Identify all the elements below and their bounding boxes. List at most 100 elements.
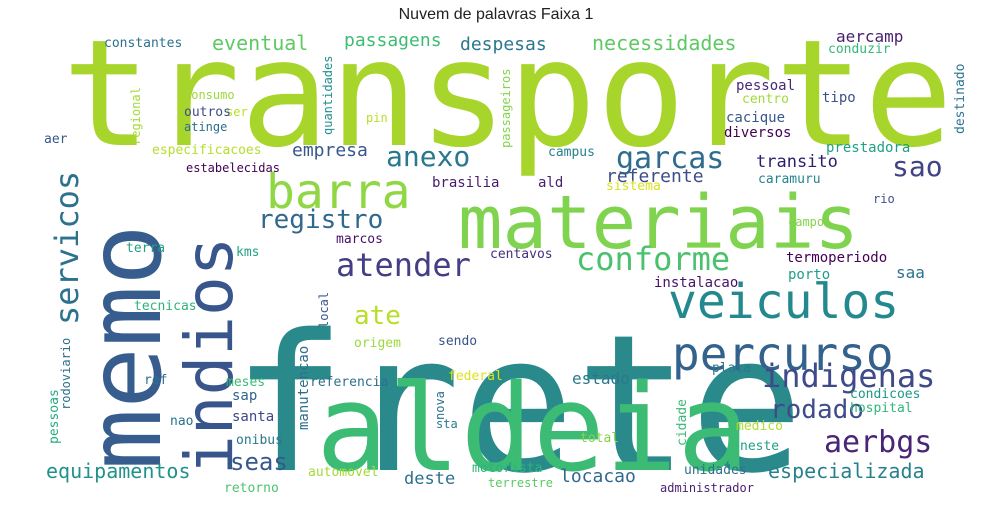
- word-cacique: cacique: [726, 110, 785, 126]
- word-estado: estado: [572, 369, 630, 388]
- word-empresa: empresa: [292, 140, 368, 161]
- word-rodado: rodado: [770, 395, 864, 425]
- word-neste: neste: [740, 439, 779, 454]
- word-unidades: unidades: [684, 463, 747, 478]
- word-manutencao: manutencao: [296, 346, 312, 430]
- word-termoperiodo: termoperiodo: [786, 250, 887, 266]
- word-porto: porto: [788, 267, 830, 283]
- word-consumo: consumo: [184, 88, 235, 102]
- word-terra: terra: [126, 241, 165, 256]
- word-sta: sta: [436, 417, 458, 431]
- word-pin: pin: [366, 111, 388, 125]
- word-campo: campo: [788, 215, 824, 229]
- word-retorno: retorno: [224, 481, 279, 496]
- word-veiculos: veiculos: [668, 274, 899, 330]
- word-sendo: sendo: [438, 334, 477, 349]
- word-centro: centro: [742, 92, 789, 107]
- word-servicos: servicos: [48, 171, 86, 325]
- word-deste: deste: [404, 469, 455, 489]
- word-federal: federal: [448, 369, 503, 384]
- chart-title: Nuvem de palavras Faixa 1: [398, 6, 594, 23]
- word-especializada: especializada: [768, 459, 925, 483]
- word-outros: outros: [184, 105, 231, 120]
- word-indigenas: indigenas: [762, 357, 935, 395]
- word-transporte: transporte: [62, 8, 953, 180]
- word-tecnicas: tecnicas: [134, 299, 197, 314]
- word-saa: saa: [896, 263, 925, 282]
- word-total: total: [580, 431, 619, 446]
- word-constantes: constantes: [104, 36, 182, 51]
- word-hospital: hospital: [850, 401, 913, 416]
- word-referencia: referencia: [310, 375, 388, 390]
- word-indios: indios: [171, 237, 248, 475]
- word-ald: ald: [538, 175, 563, 191]
- word-anexo: anexo: [386, 140, 470, 173]
- word-aerbgs: aerbgs: [824, 425, 932, 460]
- word-eventual: eventual: [212, 31, 308, 55]
- word-rodoviario: rodoviario: [59, 338, 73, 410]
- word-estabelecidas: estabelecidas: [186, 161, 280, 175]
- word-atinge: atinge: [184, 120, 227, 134]
- word-nova: nova: [433, 391, 447, 420]
- word-caramuru: caramuru: [758, 172, 821, 187]
- word-ref: ref: [144, 373, 167, 388]
- word-passageiros: passageiros: [499, 69, 513, 148]
- word-locacao: locacao: [560, 466, 636, 487]
- word-referente: referente: [606, 166, 704, 187]
- word-brasilia: brasilia: [432, 175, 499, 191]
- word-administrador: administrador: [660, 481, 754, 495]
- word-seas: seas: [230, 448, 288, 476]
- word-registro: registro: [258, 205, 383, 235]
- word-cidade: cidade: [675, 399, 690, 446]
- word-aer: aer: [44, 132, 68, 147]
- word-sao: sao: [892, 150, 943, 183]
- word-diversos: diversos: [724, 125, 791, 141]
- word-placa: placa: [712, 361, 751, 376]
- word-atender: atender: [336, 246, 471, 284]
- word-origem: origem: [354, 336, 401, 351]
- word-santa: santa: [232, 409, 274, 425]
- word-equipamentos: equipamentos: [46, 459, 191, 483]
- word-materiais: materiais: [458, 180, 859, 266]
- word-automovel: automovel: [308, 465, 378, 480]
- word-aercamp: aercamp: [836, 27, 903, 46]
- word-barra: barra: [266, 164, 411, 220]
- word-nao: nao: [170, 414, 193, 429]
- word-destinado: destinado: [953, 64, 968, 134]
- word-tipo: tipo: [822, 90, 856, 106]
- word-kms: kms: [236, 245, 259, 260]
- word-campus: campus: [548, 145, 595, 160]
- word-medico: medico: [736, 419, 783, 434]
- word-rio: rio: [873, 192, 895, 206]
- word-frete: frete: [232, 294, 804, 515]
- word-passagens: passagens: [344, 30, 442, 51]
- word-condicoes: condicoes: [850, 387, 920, 402]
- word-despesas: despesas: [460, 34, 547, 55]
- word-ser: ser: [226, 105, 248, 119]
- word-motorista: motorista: [472, 461, 542, 476]
- word-centavos: centavos: [490, 247, 553, 262]
- word-especificacoes: especificacoes: [152, 143, 262, 158]
- word-aldeia: aldeia: [316, 360, 749, 499]
- word-transito: transito: [756, 152, 838, 172]
- word-pessoas: pessoas: [47, 389, 62, 444]
- word-conforme: conforme: [576, 240, 730, 278]
- word-onibus: onibus: [236, 433, 283, 448]
- word-memo: memo: [66, 224, 185, 470]
- word-necessidades: necessidades: [592, 31, 737, 55]
- word-pessoal: pessoal: [736, 78, 795, 94]
- word-regional: regional: [129, 87, 143, 145]
- word-meses: meses: [226, 375, 265, 390]
- word-percurso: percurso: [672, 327, 894, 381]
- word-garcas: garcas: [616, 141, 724, 176]
- word-sistema: sistema: [606, 179, 661, 194]
- word-prestadora: prestadora: [826, 140, 910, 156]
- word-ate: ate: [354, 301, 401, 331]
- word-quantidades: quantidades: [321, 56, 335, 135]
- word-sap: sap: [232, 388, 257, 404]
- word-instalacao: instalacao: [654, 275, 738, 291]
- word-terrestre: terrestre: [488, 476, 553, 490]
- word-conduzir: conduzir: [828, 42, 891, 57]
- word-local: local: [317, 292, 331, 328]
